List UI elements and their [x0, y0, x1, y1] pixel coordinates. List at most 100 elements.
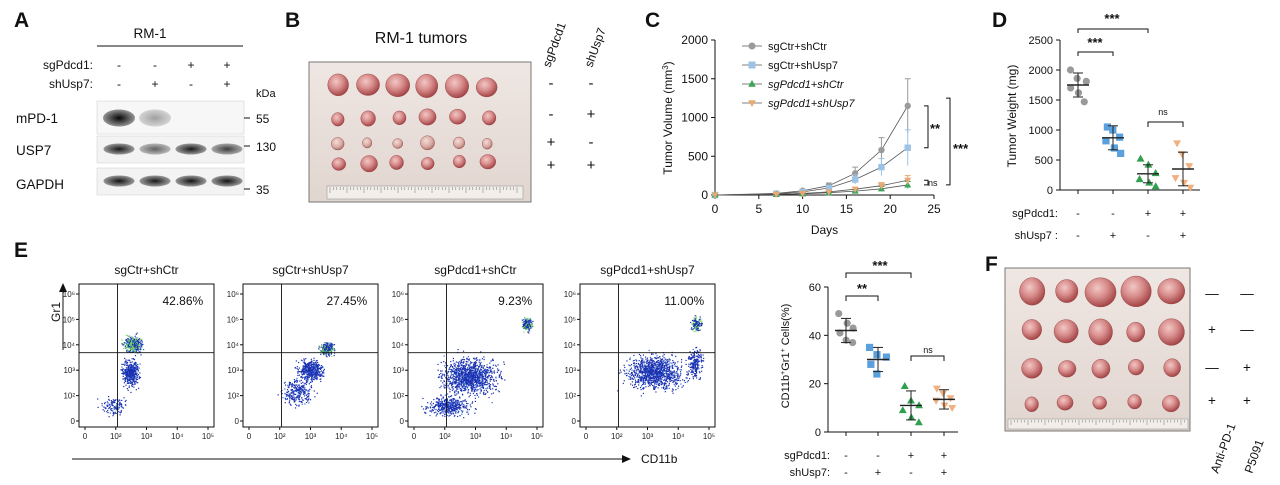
tumor — [453, 136, 465, 149]
flow-event — [308, 372, 310, 374]
flow-event — [526, 325, 528, 327]
flow-event — [678, 377, 680, 380]
flow-event — [316, 366, 318, 369]
flow-event — [479, 374, 482, 376]
flow-event — [109, 404, 111, 406]
data-point — [1151, 169, 1160, 177]
flow-event — [462, 387, 464, 389]
flow-event — [485, 370, 487, 373]
sign: + — [547, 134, 556, 151]
data-point — [1066, 66, 1075, 74]
flow-event — [323, 353, 325, 356]
flow-event — [468, 364, 470, 366]
flow-event — [667, 363, 669, 365]
flow-event — [315, 364, 317, 366]
flow-event — [464, 389, 466, 392]
flow-event — [305, 368, 308, 370]
flow-event — [433, 398, 435, 401]
flow-event — [648, 367, 650, 369]
flow-event — [136, 382, 138, 384]
flow-event — [443, 380, 446, 383]
flow-event — [455, 390, 458, 392]
flow-event — [284, 388, 286, 390]
flow-event — [300, 388, 302, 390]
tumor — [331, 112, 345, 127]
flow-event — [461, 390, 463, 392]
flow-event — [498, 369, 500, 371]
flow-event — [455, 385, 458, 388]
flow-event — [289, 394, 291, 397]
flow-event — [646, 369, 648, 371]
flow-event — [304, 372, 306, 374]
flow-event — [138, 341, 140, 343]
flow-event — [135, 381, 137, 383]
flow-event — [651, 363, 653, 366]
flow-event — [283, 382, 286, 384]
flow-event — [310, 371, 312, 373]
flow-event — [135, 368, 138, 371]
sign: + — [223, 77, 230, 91]
flow-event — [127, 367, 130, 369]
flow-event — [306, 396, 309, 398]
flow-event — [97, 406, 99, 409]
flow-event — [434, 404, 437, 406]
flow-event — [131, 379, 133, 381]
legend-marker — [748, 79, 756, 87]
flow-event — [327, 352, 329, 354]
flow-event — [646, 360, 648, 362]
flow-event — [333, 354, 335, 357]
flow-event — [674, 362, 677, 364]
flow-event — [298, 390, 300, 393]
flow-event — [478, 373, 481, 375]
flow-event — [422, 397, 424, 400]
flow-event — [303, 383, 305, 385]
flow-event — [116, 403, 118, 405]
flow-event — [129, 342, 131, 344]
flow-event — [284, 402, 286, 404]
blot-label: GAPDH — [16, 177, 64, 192]
flow-event — [316, 367, 319, 369]
flow-event — [484, 371, 486, 373]
flow-event — [485, 377, 487, 379]
flow-event — [461, 402, 463, 404]
flow-event — [450, 401, 452, 404]
flow-event — [130, 363, 132, 366]
flow-event — [491, 359, 493, 361]
flow-event — [133, 338, 135, 340]
flow-event — [133, 343, 135, 345]
flow-event — [128, 374, 130, 376]
blot-band — [139, 175, 171, 187]
flow-event — [126, 346, 128, 349]
flow-event — [691, 319, 694, 322]
flow-event — [663, 370, 665, 372]
flow-event — [653, 386, 655, 389]
flow-event — [311, 368, 313, 370]
flow-event — [450, 377, 452, 379]
flow-event — [127, 342, 129, 344]
flow-event — [121, 405, 123, 407]
flow-event — [458, 365, 461, 367]
flow-event — [308, 367, 311, 369]
flow-event — [440, 394, 442, 397]
flow-event — [298, 387, 300, 389]
flow-event — [107, 395, 110, 398]
flow-event — [476, 374, 478, 377]
flow-event — [322, 347, 324, 349]
legend-marker — [748, 61, 756, 69]
flow-event — [121, 368, 124, 370]
flow-event — [134, 368, 136, 371]
flow-event — [446, 414, 448, 417]
flow-event — [619, 369, 621, 371]
flow-event — [466, 376, 469, 378]
flow-event — [647, 371, 650, 373]
flow-event — [487, 391, 489, 393]
flow-plot-title: sgPdcd1+shUsp7 — [600, 263, 695, 277]
flow-event — [701, 323, 704, 325]
flow-event — [671, 373, 673, 376]
flow-event — [449, 380, 451, 382]
flow-event — [133, 362, 135, 364]
sign: + — [587, 106, 596, 123]
flow-event — [454, 371, 456, 374]
flow-event — [631, 381, 634, 383]
flow-event — [654, 386, 656, 388]
